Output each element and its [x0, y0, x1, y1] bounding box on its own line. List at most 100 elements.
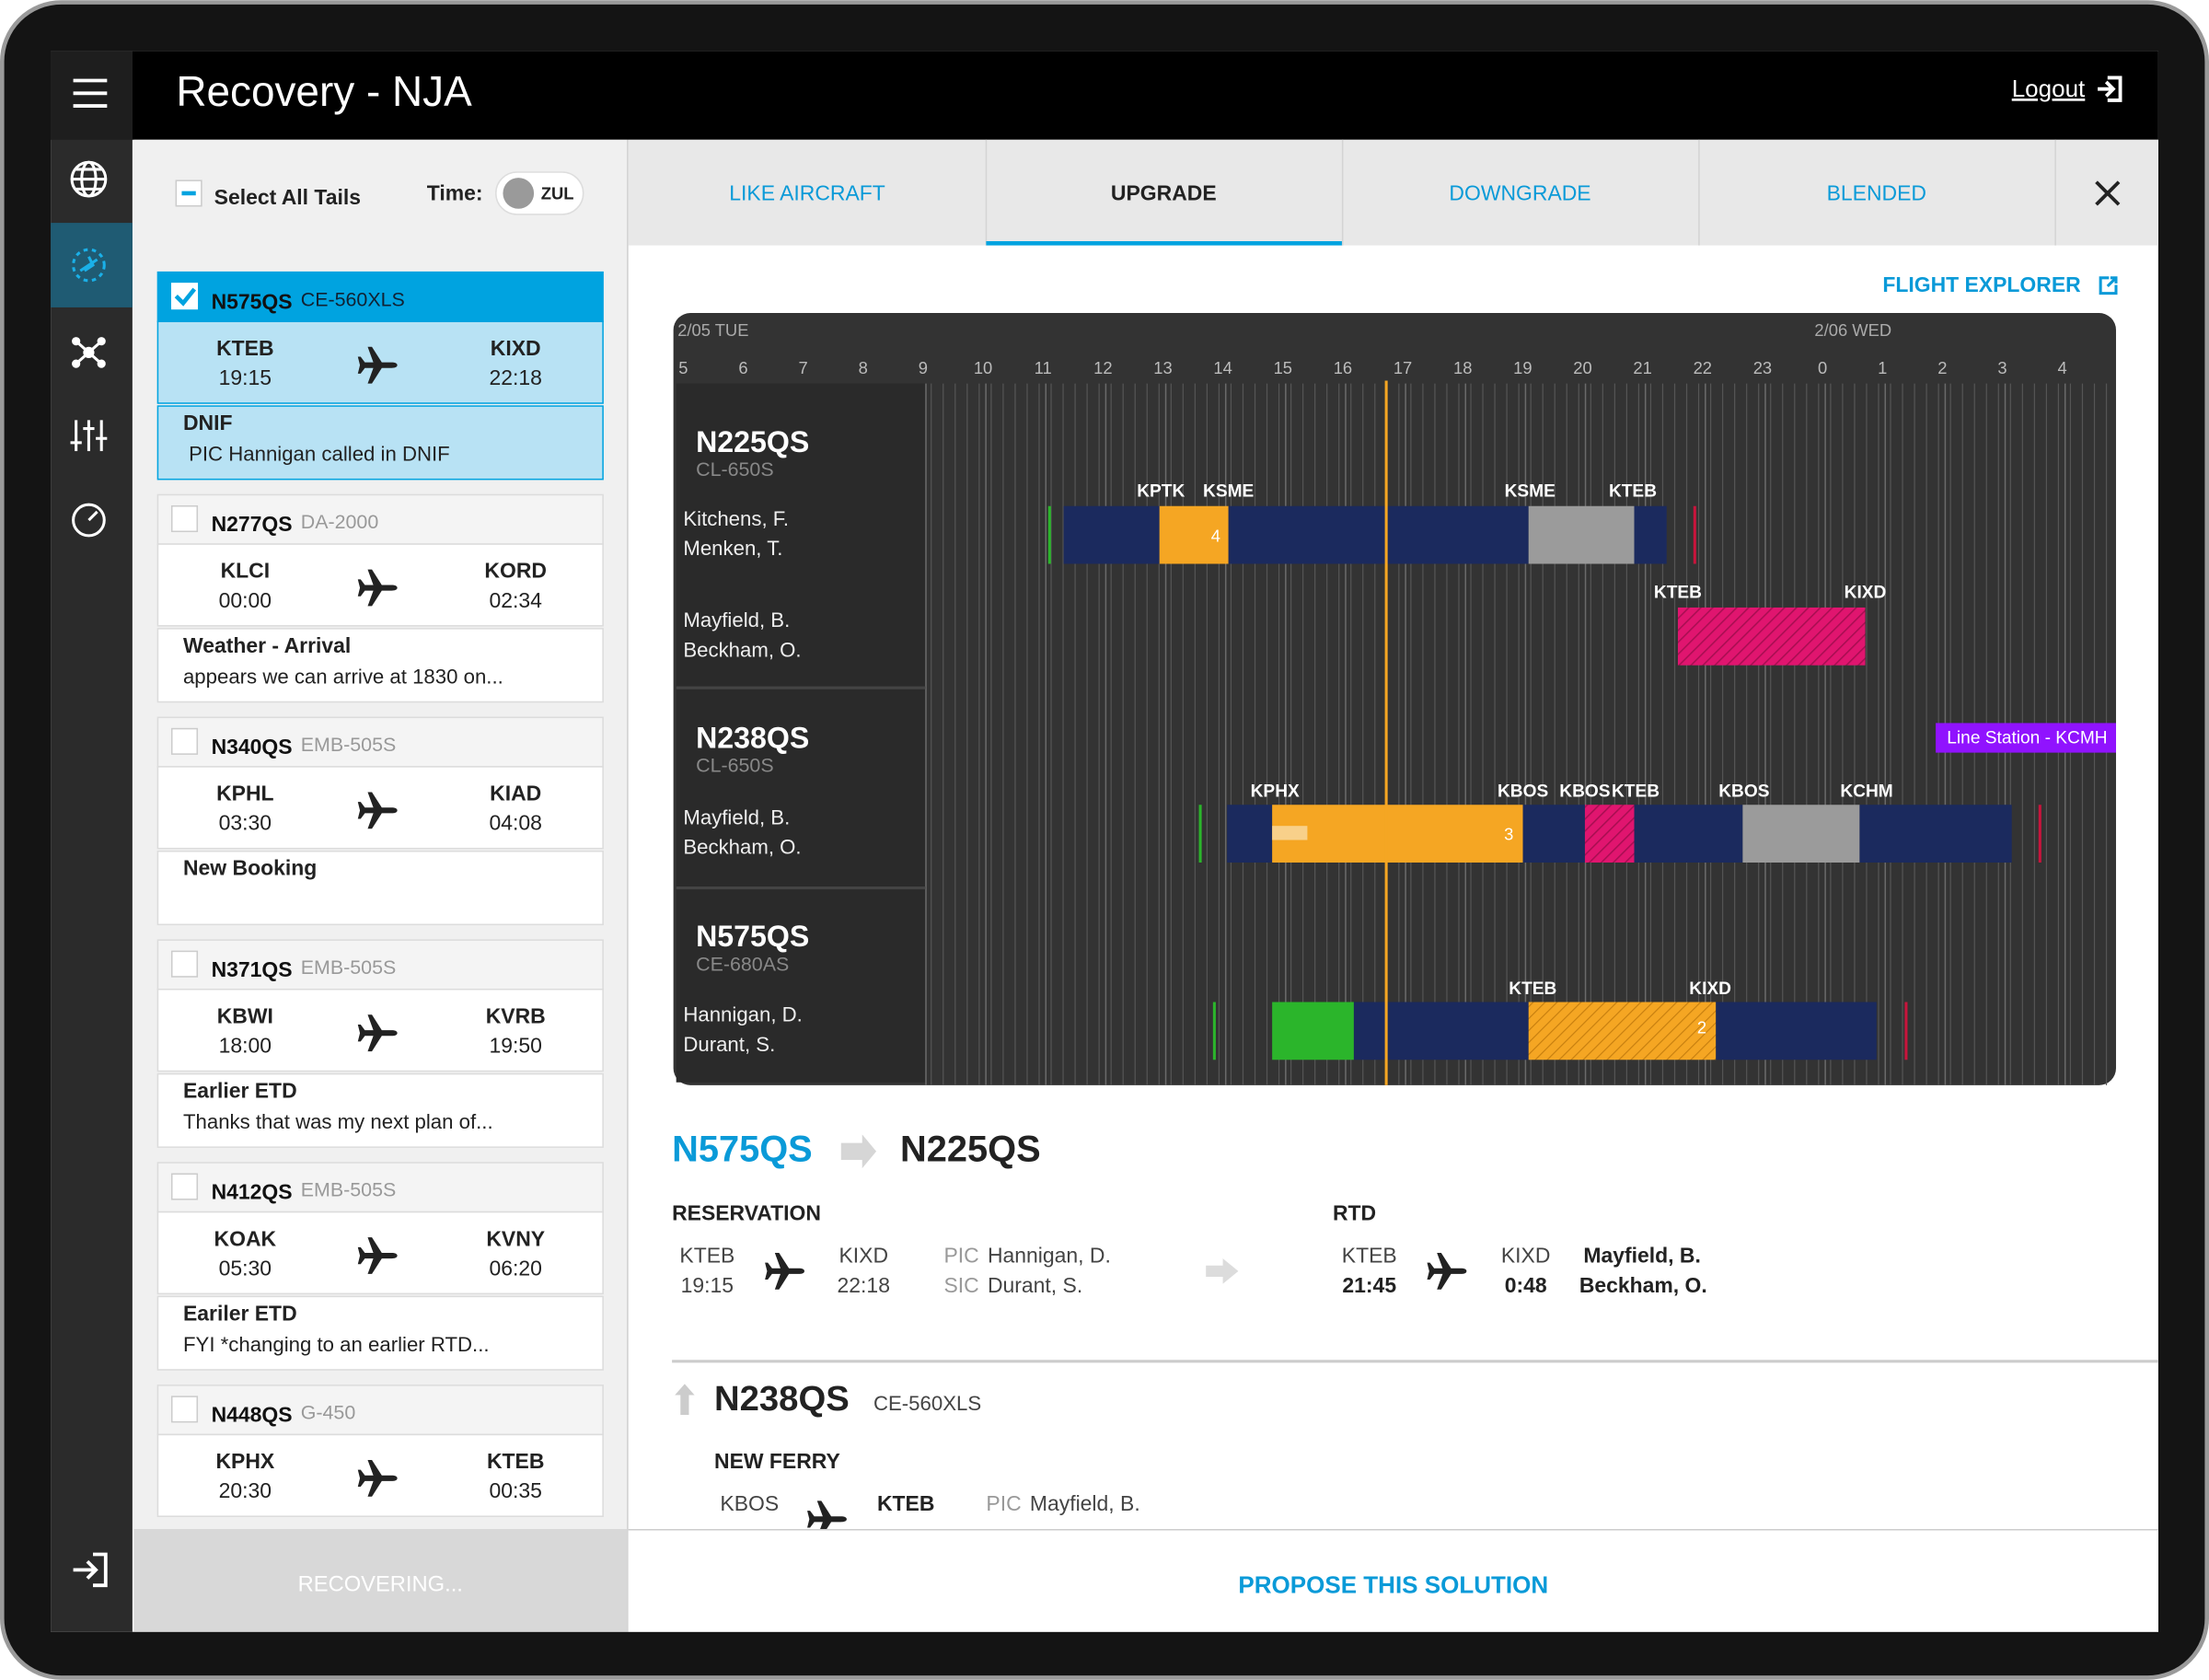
trip-bar[interactable] [1859, 805, 2012, 863]
tab-label[interactable]: UPGRADE [1111, 181, 1217, 205]
origin: KTEB [679, 1244, 734, 1268]
crew-name: Hannigan, D. [988, 1244, 1111, 1268]
trip-bar[interactable] [1272, 805, 1523, 863]
card-header [156, 493, 604, 545]
ferry-tail: N238QS [714, 1379, 850, 1419]
airport-label: KTEB [1654, 584, 1702, 603]
card-checkbox[interactable] [170, 950, 199, 978]
tail-list: N575QS CE-560XLS KTEB 19:15 KIXD 22:18 DNIF PIC… [156, 271, 604, 1517]
row-type: CL-650S [696, 458, 774, 481]
row-label-panel [676, 383, 926, 1083]
trip-bar[interactable] [1353, 1002, 1529, 1060]
tail-card[interactable]: N371QS EMB-505S KBWI 18:00 KVRB 19:50 Earlier … [156, 939, 604, 1148]
trip-bar[interactable] [1634, 805, 1743, 863]
nav-rail [51, 51, 133, 1632]
tail-card[interactable]: N412QS EMB-505S KOAK 05:30 KVNY 06:20 Eariler … [156, 1162, 604, 1371]
logout-link[interactable]: Logout [2012, 75, 2086, 102]
day-label: 2/05 TUE [677, 320, 748, 340]
tail-number: N412QS [212, 1180, 293, 1204]
trip-bar[interactable] [1159, 505, 1229, 564]
crew-role: SIC [944, 1273, 979, 1297]
toggle-knob [503, 178, 535, 209]
tab[interactable]: DOWNGRADE [1341, 139, 1591, 246]
crew-name: Mayfield, B. [683, 805, 790, 828]
crew-name: Mayfield, B. [1583, 1244, 1700, 1268]
destination: KIAD [490, 782, 541, 805]
trip-bar[interactable] [1522, 805, 1585, 863]
external-link-icon[interactable] [2099, 276, 2118, 295]
trip-bar[interactable] [1272, 826, 1308, 840]
trip-bar[interactable] [1634, 505, 1667, 564]
card-note [156, 1072, 604, 1148]
trip-bar[interactable] [1227, 805, 1273, 863]
propose-button[interactable]: PROPOSE THIS SOLUTION [1238, 1571, 1548, 1599]
network-icon[interactable] [72, 337, 106, 368]
flight-explorer-link[interactable]: FLIGHT EXPLORER [1882, 272, 2081, 296]
trip-bar[interactable] [1272, 1002, 1354, 1060]
section-title: RTD [1333, 1201, 1376, 1225]
origin: KBOS [720, 1491, 779, 1515]
station-tag [1936, 723, 2116, 753]
departure-time: 21:45 [1342, 1273, 1396, 1297]
arrival-time: 04:08 [490, 811, 542, 835]
trip-marker [1047, 505, 1051, 564]
solution: N575QS N225QS RESERVATION KTEB 19:15 KIXD 22:1… [672, 1129, 2158, 1529]
origin: KPHL [216, 782, 273, 805]
recovery-icon[interactable] [72, 248, 106, 283]
logout-icon[interactable] [2098, 75, 2122, 102]
tab-label[interactable]: DOWNGRADE [1449, 181, 1590, 205]
card-note [156, 1295, 604, 1371]
trip-count: 3 [1504, 825, 1513, 844]
hour-label: 12 [1093, 358, 1112, 377]
airport-label: KPHX [1251, 782, 1300, 802]
clock-icon[interactable] [72, 503, 106, 538]
trip-bar[interactable] [1063, 505, 1160, 564]
arrival-time: 0:48 [1505, 1273, 1547, 1297]
tab-label[interactable]: LIKE AIRCRAFT [729, 181, 885, 205]
hour-label: 0 [1818, 358, 1827, 377]
trip-bar[interactable] [1528, 505, 1635, 564]
settings-icon[interactable] [70, 420, 108, 452]
trip-count: 2 [1697, 1017, 1706, 1037]
trip-bar[interactable] [1677, 607, 1866, 666]
card-checkbox[interactable] [170, 504, 199, 533]
arrival-time: 00:35 [490, 1478, 542, 1502]
card-title: N412QS EMB-505S [212, 1178, 397, 1203]
globe-icon[interactable] [70, 160, 108, 198]
row-type: CL-650S [696, 755, 774, 777]
airport-label: KBOS [1498, 782, 1548, 802]
trip-bar[interactable] [1528, 1002, 1717, 1060]
crew-name: Durant, S. [988, 1273, 1082, 1297]
select-all-label[interactable]: Select All Tails [214, 185, 361, 209]
trip-bar[interactable] [1716, 1002, 1877, 1060]
close-button[interactable] [2095, 180, 2121, 206]
card-checkbox[interactable] [170, 727, 199, 755]
tail-card[interactable]: N448QS G-450 KPHX 20:30 KTEB 00:35 [156, 1385, 604, 1517]
menu-icon[interactable] [73, 78, 108, 108]
time-label: Time: [427, 181, 483, 205]
card-checkbox[interactable] [170, 1173, 199, 1200]
departure-time: 19:15 [681, 1273, 734, 1297]
card-checkbox[interactable] [170, 283, 199, 310]
row-tail: N238QS [696, 721, 809, 754]
tail-card[interactable]: N575QS CE-560XLS KTEB 19:15 KIXD 22:18 DNIF PIC… [156, 271, 604, 481]
trip-bar[interactable] [1584, 805, 1635, 863]
card-note [156, 628, 604, 703]
card-checkbox[interactable] [170, 1396, 199, 1423]
tab[interactable]: UPGRADE [985, 139, 1343, 246]
exit-icon[interactable] [73, 1552, 108, 1588]
departure-time: 05:30 [219, 1256, 272, 1280]
crew-name: Kitchens, F. [683, 507, 789, 530]
tail-card[interactable]: N277QS DA-2000 KLCI 00:00 KORD 02:34 Weather -… [156, 493, 604, 703]
tab[interactable]: BLENDED [1698, 139, 1926, 246]
time-toggle-label: ZUL [541, 183, 574, 203]
trip-bar[interactable] [1742, 805, 1860, 863]
tail-card[interactable]: N340QS EMB-505S KPHL 03:30 KIAD 04:08 New Book… [156, 716, 604, 926]
airport-label: KPTK [1137, 481, 1185, 501]
tab[interactable]: LIKE AIRCRAFT [729, 181, 885, 205]
arrival-time: 02:34 [490, 588, 543, 612]
trip-bar[interactable] [1228, 505, 1529, 564]
destination: KVRB [486, 1003, 546, 1027]
tab-label[interactable]: BLENDED [1827, 181, 1926, 205]
